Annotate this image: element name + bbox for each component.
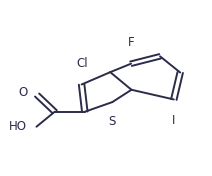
- Text: S: S: [109, 115, 116, 128]
- Text: Cl: Cl: [77, 57, 88, 70]
- Text: F: F: [128, 36, 134, 49]
- Text: HO: HO: [9, 120, 27, 133]
- Text: O: O: [18, 86, 27, 99]
- Text: I: I: [172, 114, 176, 127]
